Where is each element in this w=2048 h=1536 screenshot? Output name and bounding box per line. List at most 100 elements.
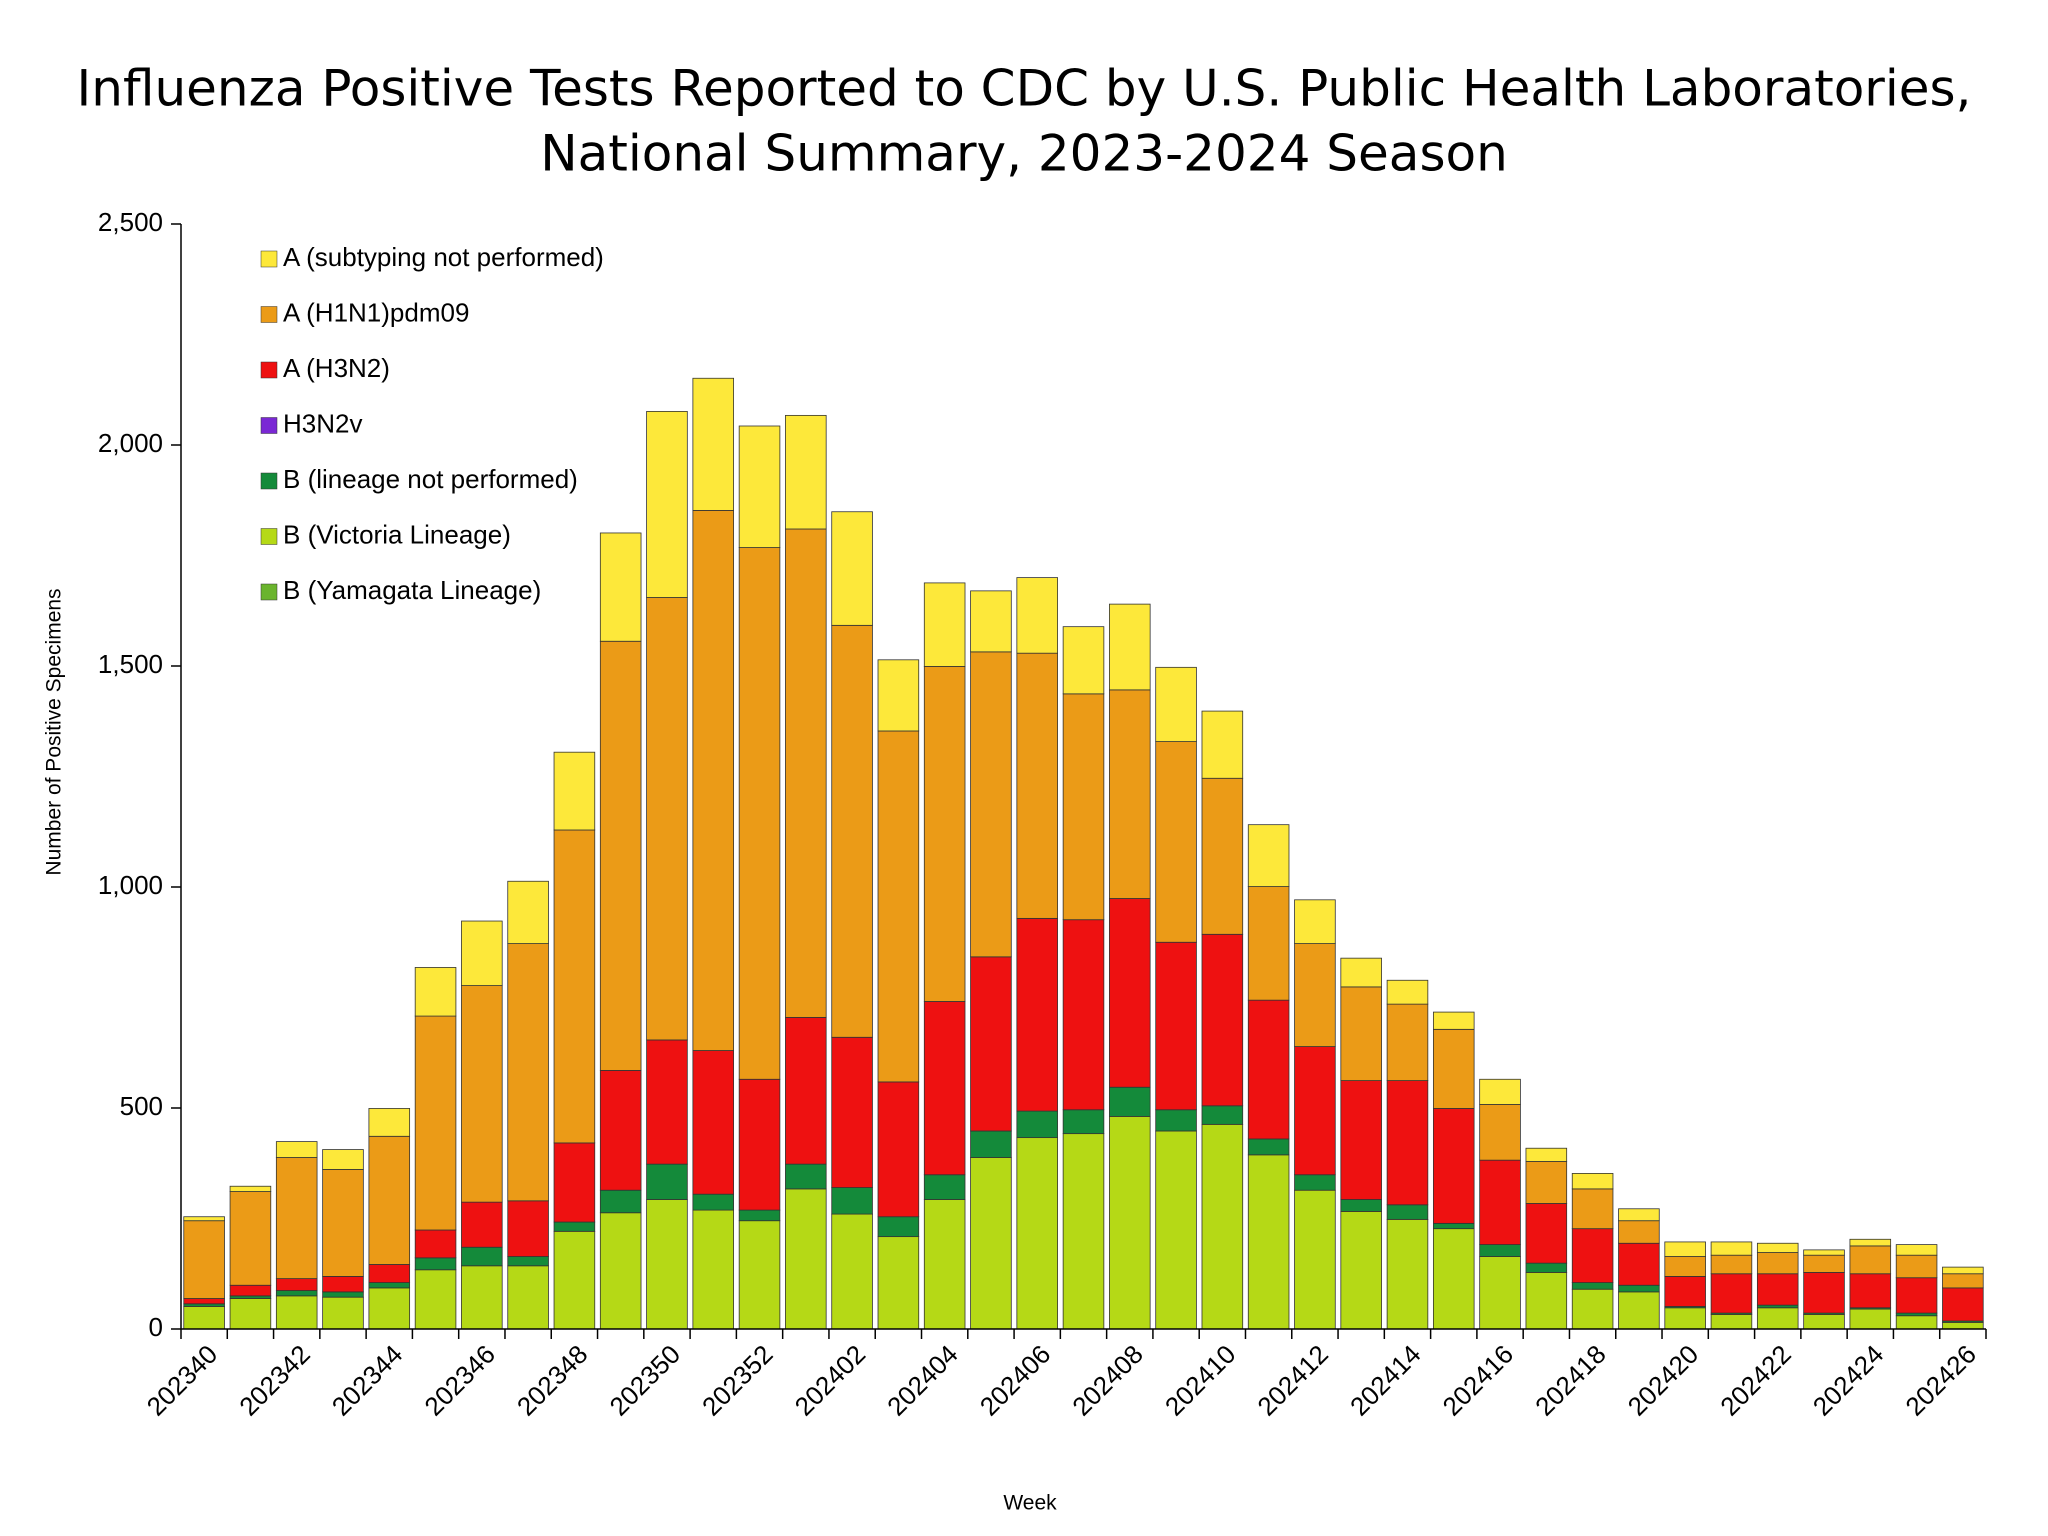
bar-segment <box>646 1163 688 1200</box>
bar-segment <box>1525 1147 1568 1162</box>
legend-label: B (Yamagata Lineage) <box>283 575 541 605</box>
bar-segment <box>1895 1277 1938 1314</box>
bar-segment <box>646 1199 688 1330</box>
bar-segment <box>1155 941 1197 1111</box>
x-tick-label: 202416 <box>1437 1339 1520 1422</box>
bar-segment <box>785 414 827 530</box>
bar-segment <box>1571 1282 1614 1290</box>
x-tick-label: 202340 <box>141 1339 224 1422</box>
bar-segment <box>923 1199 966 1330</box>
legend-swatch <box>260 361 278 379</box>
bar-segment <box>1432 1028 1475 1109</box>
bar-segment <box>692 1050 735 1195</box>
bar-segment <box>1895 1254 1938 1279</box>
bar-segment <box>183 1298 225 1305</box>
bar-segment <box>599 1070 642 1191</box>
x-tick-label: 202346 <box>418 1339 501 1422</box>
x-tick-label: 202412 <box>1251 1339 1334 1422</box>
bar-segment <box>229 1191 272 1286</box>
bar-segment <box>599 532 642 642</box>
bar-segment <box>1247 824 1290 887</box>
bar-segment <box>414 1257 457 1271</box>
legend-label: B (lineage not performed) <box>283 464 578 494</box>
bar-segment <box>1432 1108 1475 1224</box>
chart-subtitle: National Summary, 2023-2024 Season <box>540 125 1508 183</box>
bar-segment <box>877 1236 920 1330</box>
bar-segment <box>553 1230 596 1330</box>
bar-segment <box>1756 1242 1799 1253</box>
bar-segment <box>553 829 596 1144</box>
bar-segment <box>599 640 642 1071</box>
bar-segment <box>461 1265 503 1330</box>
bar-segment <box>1155 666 1197 742</box>
bar-segment <box>1525 1161 1568 1204</box>
bar-segment <box>1294 1046 1336 1176</box>
y-tick-label: 2,500 <box>98 207 163 237</box>
bar-segment <box>553 751 596 831</box>
bar-segment <box>1479 1244 1521 1257</box>
bar-segment <box>1803 1249 1845 1256</box>
bar-segment <box>183 1220 225 1299</box>
bar-segment <box>1571 1288 1614 1330</box>
x-tick-label: 202410 <box>1159 1339 1242 1422</box>
bar-segment <box>646 1039 688 1165</box>
bar-segment <box>1109 898 1151 1088</box>
bar-segment <box>692 510 735 1051</box>
bar-segment <box>1618 1208 1660 1222</box>
bar-segment <box>1618 1291 1660 1330</box>
bar-segment <box>1340 1080 1382 1200</box>
bar-segment <box>1201 1105 1244 1125</box>
y-axis-label: Number of Positive Specimens <box>43 588 66 875</box>
bar-segment <box>1386 1218 1429 1330</box>
bar-segment <box>1062 693 1105 921</box>
bar-segment <box>461 1201 503 1248</box>
bar-segment <box>322 1291 364 1298</box>
bar-segment <box>1432 1222 1475 1230</box>
bar-segment <box>1803 1314 1845 1330</box>
x-tick-label: 202426 <box>1899 1339 1982 1422</box>
bar-segment <box>1432 1228 1475 1330</box>
bar-segment <box>877 730 920 1083</box>
bar-segment <box>923 666 966 1002</box>
bar-segment <box>1109 1086 1151 1117</box>
bar-segment <box>785 1163 827 1190</box>
legend-swatch <box>260 528 278 545</box>
legend-label: A (H3N2) <box>283 353 390 383</box>
bar-segment <box>1062 1133 1105 1330</box>
x-tick-label: 202402 <box>789 1339 872 1422</box>
bar-segment <box>275 1157 318 1280</box>
bar-segment <box>1294 943 1336 1047</box>
bar-segment <box>1386 1204 1429 1220</box>
bar-segment <box>970 1130 1012 1158</box>
bar-segment <box>1849 1308 1892 1330</box>
x-axis-label: Week <box>1003 1492 1057 1515</box>
bar-segment <box>1618 1242 1660 1286</box>
bar-segment <box>1016 917 1058 1112</box>
bar-segment <box>738 1078 781 1211</box>
bar-segment <box>692 377 735 511</box>
bar-segment <box>461 920 503 986</box>
bar-segment <box>1942 1266 1984 1275</box>
bar-segment <box>553 1142 596 1223</box>
x-tick-label: 202404 <box>881 1339 964 1422</box>
x-tick-label: 202418 <box>1529 1339 1612 1422</box>
bar-segment <box>1062 626 1105 695</box>
x-tick-label: 202420 <box>1622 1339 1705 1422</box>
x-tick-label: 202352 <box>696 1339 779 1422</box>
bar-segment <box>1710 1241 1753 1256</box>
bar-segment <box>1571 1173 1614 1190</box>
x-tick-label: 202344 <box>326 1339 409 1422</box>
bar-segment <box>1109 689 1151 899</box>
bar-segment <box>414 1229 457 1259</box>
bar-segment <box>1756 1252 1799 1275</box>
bar-segment <box>1895 1315 1938 1330</box>
bar-segment <box>738 1220 781 1330</box>
bar-segment <box>275 1141 318 1158</box>
bar-segment <box>970 1157 1012 1330</box>
bar-segment <box>1201 1123 1244 1330</box>
x-tick-label: 202342 <box>233 1339 316 1422</box>
bar-segment <box>1247 1154 1290 1330</box>
bar-segment <box>1479 1104 1521 1161</box>
bar-segment <box>1340 986 1382 1081</box>
bar-segment <box>1525 1262 1568 1273</box>
